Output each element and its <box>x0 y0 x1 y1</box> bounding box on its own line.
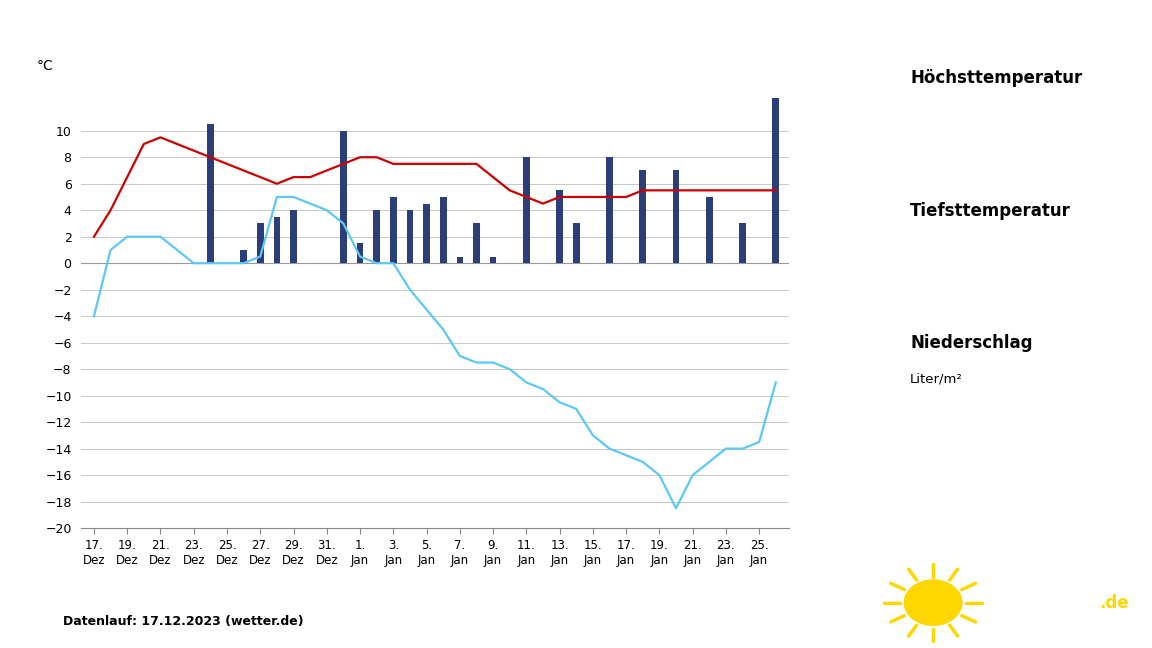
Bar <box>357 244 363 263</box>
Bar <box>241 250 247 263</box>
Bar <box>523 157 530 263</box>
Y-axis label: °C: °C <box>37 59 54 73</box>
Text: Liter/m²: Liter/m² <box>910 373 963 386</box>
Bar <box>673 170 680 263</box>
Bar <box>606 157 613 263</box>
Bar <box>706 197 713 263</box>
Bar <box>207 124 213 263</box>
Text: .de: .de <box>1099 594 1129 612</box>
Bar <box>639 170 646 263</box>
Bar <box>490 257 497 263</box>
Bar <box>456 257 463 263</box>
Text: Tiefsttemperatur: Tiefsttemperatur <box>910 202 1071 220</box>
Bar <box>773 98 779 263</box>
Bar <box>340 131 347 263</box>
Bar <box>473 224 479 263</box>
Bar <box>273 217 280 263</box>
Bar <box>407 210 414 263</box>
Text: Höchsttemperatur: Höchsttemperatur <box>910 69 1083 87</box>
Bar <box>257 224 264 263</box>
Bar <box>740 224 745 263</box>
Bar <box>373 210 380 263</box>
Bar <box>391 197 396 263</box>
Bar <box>290 210 297 263</box>
Text: Garmisch - 42 Tage Wettertrend: Garmisch - 42 Tage Wettertrend <box>40 38 453 61</box>
Bar <box>440 197 447 263</box>
Bar <box>423 203 430 263</box>
Text: wetter: wetter <box>996 594 1060 612</box>
Text: Datenlauf: 17.12.2023 (wetter.de): Datenlauf: 17.12.2023 (wetter.de) <box>63 616 304 629</box>
Bar <box>573 224 579 263</box>
Bar <box>556 191 563 263</box>
Text: Niederschlag: Niederschlag <box>910 334 1032 353</box>
Circle shape <box>904 580 962 625</box>
